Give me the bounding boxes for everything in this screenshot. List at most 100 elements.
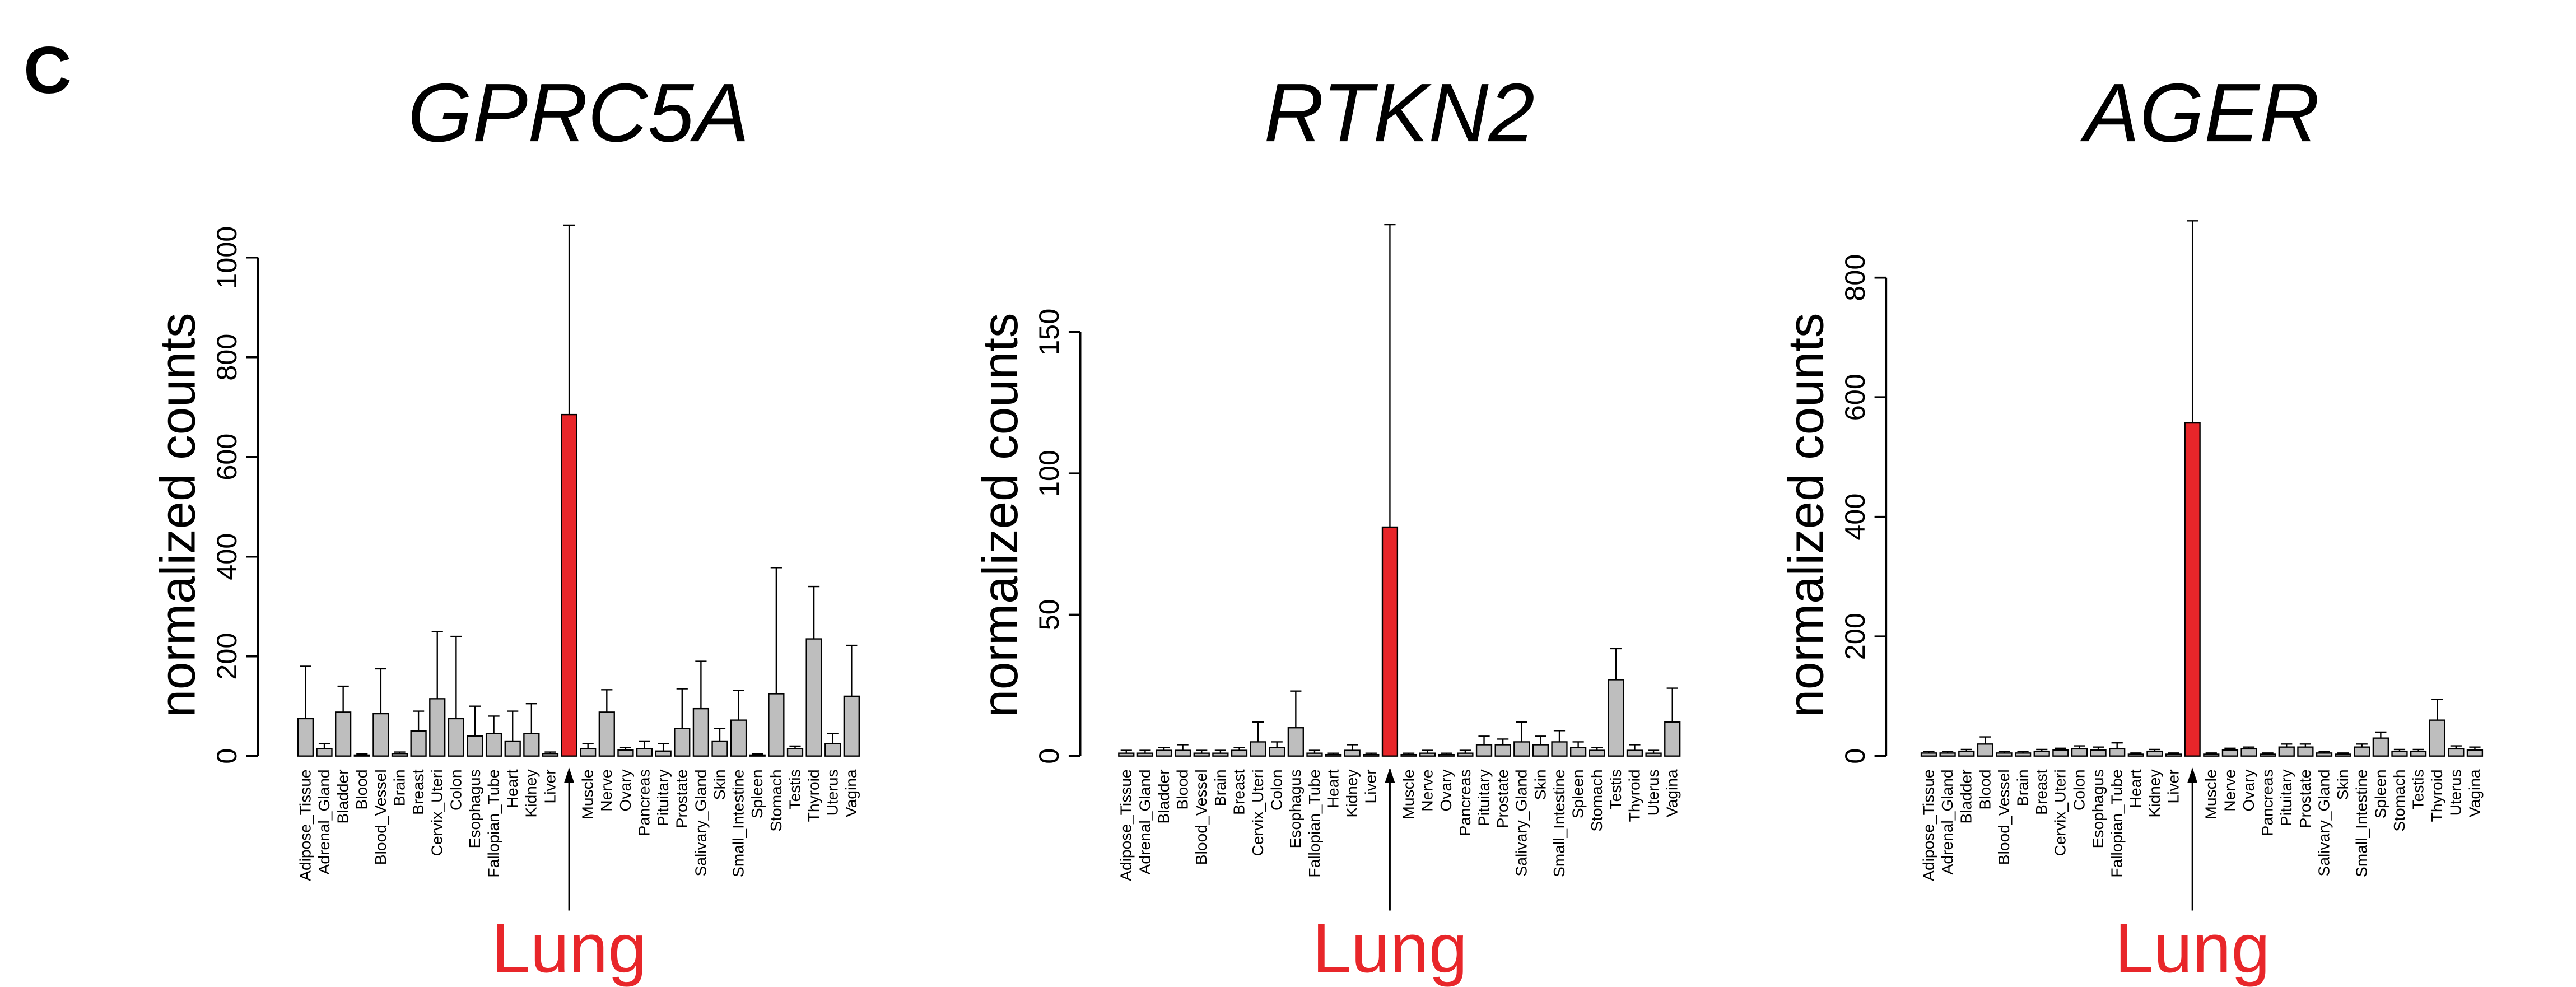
bar: [2127, 753, 2144, 757]
y-tick-label: 600: [1839, 374, 1871, 421]
error-bar: [356, 753, 368, 755]
error-bar: [1422, 749, 1433, 753]
error-bar: [2431, 699, 2443, 720]
bar: [2033, 750, 2050, 757]
error-bar: [752, 753, 763, 755]
bar: [1475, 744, 1493, 757]
x-tick-label: Bladder: [1957, 769, 1975, 823]
error-bar: [789, 745, 801, 749]
error-bar: [695, 660, 707, 709]
error-bar: [488, 715, 500, 734]
x-tick-label: Heart: [2126, 769, 2144, 808]
x-tick-label: Kidney: [1343, 769, 1361, 817]
error-bar: [2187, 220, 2198, 423]
x-tick-label: Salivary_Gland: [2314, 769, 2332, 876]
error-bar: [1120, 749, 1132, 753]
x-tick-label: Heart: [503, 769, 521, 808]
x-tick-label: Cervix_Uteri: [428, 769, 446, 856]
bar: [692, 707, 710, 757]
y-tick-label: 0: [1033, 748, 1065, 764]
bar: [1118, 752, 1135, 757]
bar: [1156, 749, 1172, 757]
x-tick-label: Muscle: [2202, 769, 2220, 819]
bar: [1664, 721, 1681, 757]
bar: [1287, 727, 1304, 757]
x-tick-label: Small_Intestine: [729, 769, 747, 877]
error-bar: [1252, 721, 1264, 742]
error-bar: [2074, 745, 2085, 749]
x-tick-label: Pancreas: [1456, 769, 1474, 836]
bar: [843, 695, 860, 757]
error-bar: [469, 705, 481, 737]
bar: [448, 718, 464, 757]
x-tick-label: Spleen: [1569, 769, 1587, 818]
error-bar: [733, 690, 744, 720]
error-bar: [2299, 743, 2311, 747]
bar: [1231, 749, 1248, 757]
y-axis-label: normalized counts: [150, 313, 206, 718]
error-bar: [639, 740, 650, 749]
error-bar: [318, 743, 330, 749]
bar: [1532, 744, 1549, 757]
error-bar: [450, 635, 462, 719]
error-bar: [1942, 750, 1954, 753]
x-tick-label: Skin: [710, 769, 728, 800]
error-bar: [563, 224, 575, 415]
x-tick-label: Prostate: [673, 769, 691, 828]
error-bar: [2469, 746, 2481, 751]
error-bar: [1347, 744, 1358, 751]
x-tick-label: Muscle: [1399, 769, 1417, 819]
error-bar: [676, 688, 688, 729]
x-tick-label: Esophagus: [2089, 769, 2107, 848]
error-bar: [2224, 747, 2236, 751]
y-tick-label: 800: [1839, 254, 1871, 301]
bar: [2297, 746, 2314, 757]
arrow-head: [2187, 767, 2198, 783]
bar: [2109, 748, 2126, 757]
error-bar: [1308, 749, 1321, 753]
x-tick-label: Nerve: [597, 769, 615, 811]
x-tick-label: Liver: [2164, 769, 2182, 803]
y-tick-label: 0: [211, 748, 243, 764]
error-bar: [658, 743, 669, 751]
bar: [1400, 753, 1417, 757]
y-tick-label: 200: [1839, 613, 1871, 660]
bar: [1645, 752, 1662, 757]
error-bar: [1271, 741, 1283, 748]
x-tick-label: Salivary_Gland: [691, 769, 709, 876]
x-tick-label: Colon: [1268, 769, 1285, 811]
x-tick-label: Blood_Vessel: [1192, 769, 1210, 865]
x-tick-label: Stomach: [767, 769, 785, 831]
x-tick-label: Blood: [352, 769, 370, 809]
chart: GPRC5A normalized counts 0 200 400 600 800 1000…: [150, 67, 860, 987]
error-bar: [827, 733, 839, 744]
error-bar: [1979, 736, 1991, 744]
bar: [1996, 752, 2013, 757]
x-tick-label: Uterus: [823, 769, 841, 816]
error-bar: [1610, 648, 1622, 680]
x-tick-label: Esophagus: [465, 769, 483, 848]
x-tick-label: Adrenal_Gland: [315, 769, 333, 874]
bar: [2316, 752, 2333, 757]
x-tick-label: Vagina: [842, 769, 860, 817]
bar: [485, 733, 502, 757]
bar: [1626, 749, 1643, 757]
x-tick-label: Liver: [541, 769, 558, 803]
x-tick-label: Fallopian_Tube: [2108, 769, 2126, 877]
chart-title: GPRC5A: [408, 67, 749, 159]
error-bar: [770, 567, 782, 694]
bar: [598, 711, 615, 757]
x-tick-label: Uterus: [1644, 769, 1662, 816]
x-tick-label: Kidney: [2145, 769, 2163, 817]
error-bar: [1923, 750, 1935, 753]
bar: [1193, 752, 1210, 757]
error-bar: [1403, 752, 1415, 755]
error-bar: [1666, 687, 1678, 723]
error-bar: [601, 689, 613, 713]
bar: [617, 749, 634, 757]
error-bar: [2262, 752, 2274, 755]
highlight-label: Lung: [491, 909, 646, 987]
x-tick-label: Breast: [2032, 769, 2050, 815]
error-bar: [2168, 752, 2179, 755]
